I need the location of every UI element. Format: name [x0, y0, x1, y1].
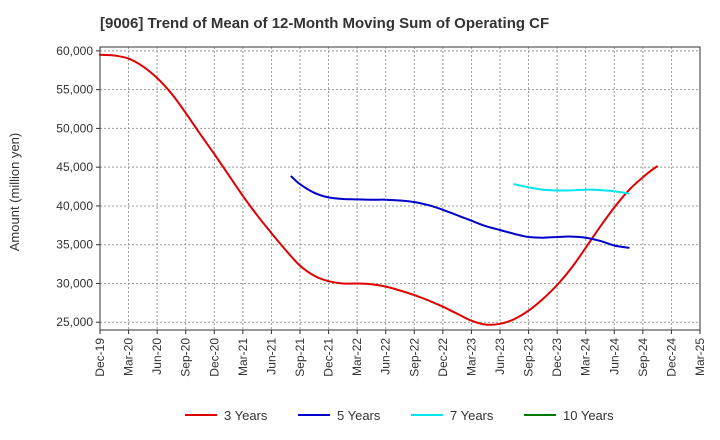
x-tick-label: Mar-24 — [579, 338, 593, 376]
x-tick-label: Mar-23 — [464, 338, 478, 376]
legend: 3 Years 5 Years 7 Years 10 Years — [185, 408, 614, 423]
x-tick-label: Sep-21 — [293, 338, 307, 377]
y-tick-label: 40,000 — [56, 199, 93, 213]
series-line-7-years — [513, 183, 630, 195]
x-tick-label: Dec-24 — [664, 338, 678, 377]
legend-label-3-years: 3 Years — [224, 408, 268, 423]
chart-title: [9006] Trend of Mean of 12-Month Moving … — [100, 15, 549, 32]
x-tick-label: Dec-21 — [322, 338, 336, 377]
y-tick-label: 45,000 — [56, 160, 93, 174]
x-tick-label: Jun-23 — [493, 338, 507, 375]
x-tick-label: Mar-21 — [236, 338, 250, 376]
x-tick-label: Sep-24 — [636, 338, 650, 377]
series-lines — [99, 53, 659, 326]
x-tick-label: Mar-20 — [122, 338, 136, 376]
y-axis-ticks: 25,000 30,000 35,000 40,000 45,000 50,000 55,0… — [56, 44, 100, 329]
y-tick-label: 25,000 — [56, 315, 93, 329]
y-tick-label: 55,000 — [56, 83, 93, 97]
y-tick-label: 30,000 — [56, 276, 93, 290]
x-tick-label: Dec-23 — [550, 338, 564, 377]
legend-label-5-years: 5 Years — [337, 408, 381, 423]
x-tick-label: Sep-20 — [179, 338, 193, 377]
x-tick-label: Dec-19 — [93, 338, 107, 377]
y-tick-label: 60,000 — [56, 44, 93, 58]
x-tick-label: Sep-23 — [522, 338, 536, 377]
x-tick-label: Dec-20 — [207, 338, 221, 377]
x-tick-label: Jun-22 — [379, 338, 393, 375]
legend-label-7-years: 7 Years — [450, 408, 494, 423]
x-tick-label: Dec-22 — [436, 338, 450, 377]
x-tick-label: Sep-22 — [407, 338, 421, 377]
x-tick-label: Mar-25 — [693, 338, 707, 376]
grid — [100, 47, 700, 330]
y-tick-label: 50,000 — [56, 121, 93, 135]
legend-label-10-years: 10 Years — [563, 408, 614, 423]
series-line-5-years — [290, 175, 630, 249]
x-tick-label: Jun-20 — [150, 338, 164, 375]
x-tick-label: Jun-21 — [264, 338, 278, 375]
x-tick-label: Mar-22 — [350, 338, 364, 376]
y-axis-label: Amount (million yen) — [7, 133, 22, 252]
plot-frame — [99, 46, 701, 331]
x-tick-label: Jun-24 — [607, 338, 621, 375]
series-line-3-years — [99, 53, 659, 326]
y-tick-label: 35,000 — [56, 238, 93, 252]
x-axis-ticks: Dec-19 Mar-20 Jun-20 Sep-20 Dec-20 Mar-21 Jun-… — [93, 330, 707, 377]
